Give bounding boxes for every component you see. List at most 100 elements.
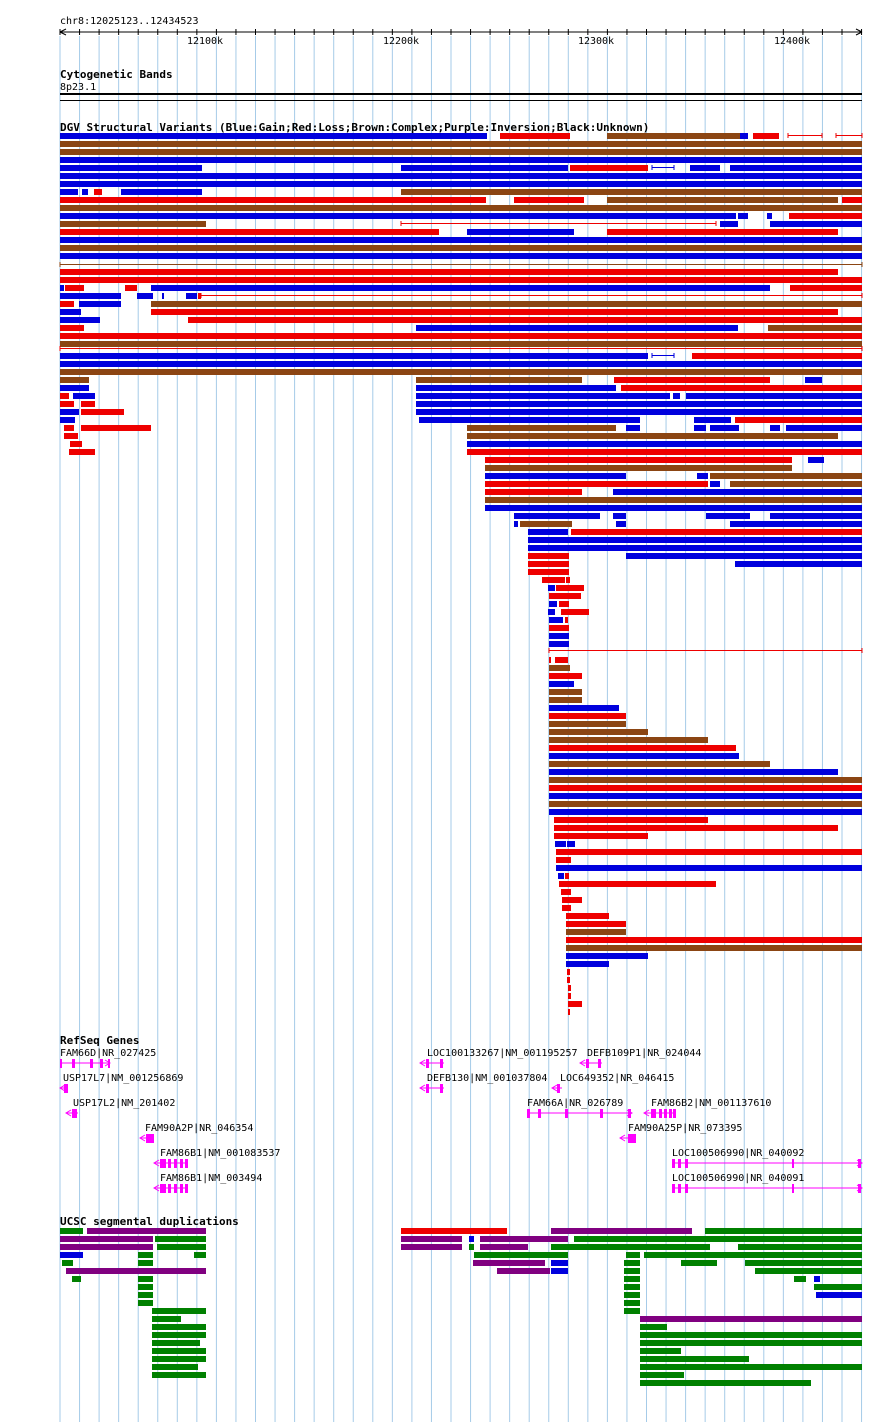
- gene-exon[interactable]: [792, 1184, 794, 1193]
- structural-variant-bar[interactable]: [73, 393, 95, 399]
- structural-variant-bar[interactable]: [710, 481, 720, 487]
- strand-arrow-icon[interactable]: [153, 1184, 160, 1192]
- structural-variant-bar[interactable]: [567, 841, 575, 847]
- structural-variant-bar[interactable]: [60, 285, 64, 291]
- structural-variant-bar[interactable]: [60, 221, 206, 227]
- gene-exon[interactable]: [586, 1059, 589, 1068]
- gene-label[interactable]: LOC100506990|NR_040092: [672, 1148, 804, 1159]
- structural-variant-bar[interactable]: [188, 317, 862, 323]
- gene-label[interactable]: DEFB130|NM_001037804: [427, 1073, 547, 1084]
- structural-variant-bar[interactable]: [710, 425, 739, 431]
- structural-variant-bar[interactable]: [568, 1001, 582, 1007]
- segmental-duplication-bar[interactable]: [87, 1228, 206, 1234]
- structural-variant-bar[interactable]: [467, 433, 838, 439]
- structural-variant-bar[interactable]: [706, 513, 750, 519]
- structural-variant-bar[interactable]: [94, 189, 102, 195]
- segmental-duplication-bar[interactable]: [640, 1364, 862, 1370]
- gene-label[interactable]: FAM66A|NR_026789: [527, 1098, 623, 1109]
- structural-variant-bar[interactable]: [549, 689, 582, 695]
- segmental-duplication-bar[interactable]: [640, 1372, 684, 1378]
- structural-variant-bar[interactable]: [692, 353, 862, 359]
- structural-variant-bar[interactable]: [842, 197, 862, 203]
- structural-variant-bar[interactable]: [60, 229, 439, 235]
- segmental-duplication-bar[interactable]: [152, 1316, 181, 1322]
- structural-variant-bar[interactable]: [60, 341, 626, 347]
- structural-variant-bar[interactable]: [151, 309, 838, 315]
- segmental-duplication-bar[interactable]: [401, 1228, 507, 1234]
- structural-variant-bar[interactable]: [60, 213, 736, 219]
- segmental-duplication-bar[interactable]: [157, 1244, 206, 1250]
- structural-variant-bar[interactable]: [710, 473, 862, 479]
- strand-arrow-icon[interactable]: [59, 1084, 66, 1092]
- segmental-duplication-bar[interactable]: [72, 1276, 81, 1282]
- structural-variant-bar[interactable]: [626, 553, 862, 559]
- structural-variant-bar[interactable]: [730, 481, 862, 487]
- segmental-duplication-bar[interactable]: [624, 1276, 640, 1282]
- gene-exon[interactable]: [180, 1184, 183, 1193]
- segmental-duplication-bar[interactable]: [138, 1252, 153, 1258]
- structural-variant-bar[interactable]: [616, 521, 626, 527]
- segmental-duplication-bar[interactable]: [640, 1316, 862, 1322]
- structural-variant-bar[interactable]: [565, 617, 568, 623]
- structural-variant-bar[interactable]: [566, 945, 862, 951]
- segmental-duplication-bar[interactable]: [497, 1268, 550, 1274]
- structural-variant-bar[interactable]: [485, 465, 792, 471]
- strand-arrow-icon[interactable]: [643, 1109, 650, 1117]
- segmental-duplication-bar[interactable]: [794, 1276, 806, 1282]
- structural-variant-bar[interactable]: [60, 165, 202, 171]
- structural-variant-bar[interactable]: [528, 569, 569, 575]
- structural-variant-bar[interactable]: [416, 401, 862, 407]
- structural-variant-bar[interactable]: [768, 325, 862, 331]
- segmental-duplication-bar[interactable]: [152, 1308, 206, 1314]
- strand-arrow-icon[interactable]: [551, 1084, 558, 1092]
- segmental-duplication-bar[interactable]: [814, 1276, 820, 1282]
- structural-variant-bar[interactable]: [60, 157, 862, 163]
- structural-variant-bar[interactable]: [60, 189, 78, 195]
- structural-variant-bar[interactable]: [416, 325, 738, 331]
- strand-arrow-icon[interactable]: [619, 1134, 626, 1142]
- gene-exon[interactable]: [90, 1059, 93, 1068]
- gene-label[interactable]: FAM66D|NR_027425: [60, 1048, 156, 1059]
- gene-exon[interactable]: [108, 1059, 110, 1068]
- segmental-duplication-bar[interactable]: [624, 1300, 640, 1306]
- structural-variant-bar[interactable]: [767, 213, 772, 219]
- structural-variant-bar[interactable]: [514, 521, 518, 527]
- gene-exon[interactable]: [557, 1084, 560, 1093]
- structural-variant-bar[interactable]: [561, 889, 571, 895]
- structural-variant-bar[interactable]: [60, 181, 862, 187]
- structural-variant-bar[interactable]: [568, 993, 571, 999]
- structural-variant-bar[interactable]: [607, 133, 740, 139]
- segmental-duplication-bar[interactable]: [60, 1244, 153, 1250]
- dgv-features[interactable]: [59, 133, 863, 1015]
- structural-variant-bar[interactable]: [673, 393, 680, 399]
- structural-variant-bar[interactable]: [64, 433, 78, 439]
- structural-variant-bar[interactable]: [60, 173, 862, 179]
- structural-variant-bar[interactable]: [549, 769, 838, 775]
- structural-variant-bar[interactable]: [559, 601, 569, 607]
- structural-variant-bar[interactable]: [613, 513, 626, 519]
- structural-variant-bar[interactable]: [60, 369, 862, 375]
- segmental-duplication-bar[interactable]: [624, 1308, 640, 1314]
- structural-variant-bar[interactable]: [567, 969, 570, 975]
- structural-variant-bar[interactable]: [60, 237, 862, 243]
- structural-variant-bar[interactable]: [549, 785, 862, 791]
- segmental-duplication-bar[interactable]: [745, 1260, 862, 1266]
- structural-variant-bar[interactable]: [60, 409, 79, 415]
- segmental-duplication-bar[interactable]: [738, 1244, 862, 1250]
- structural-variant-bar[interactable]: [549, 745, 736, 751]
- structural-variant-bar[interactable]: [416, 377, 582, 383]
- structural-variant-bar[interactable]: [549, 633, 569, 639]
- structural-variant-bar[interactable]: [60, 353, 648, 359]
- structural-variant-bar[interactable]: [79, 301, 121, 307]
- gene-exon[interactable]: [185, 1159, 188, 1168]
- structural-variant-bar[interactable]: [81, 425, 151, 431]
- gene-exon[interactable]: [598, 1059, 601, 1068]
- structural-variant-bar[interactable]: [790, 285, 862, 291]
- structural-variant-bar[interactable]: [416, 393, 670, 399]
- structural-variant-bar[interactable]: [528, 553, 569, 559]
- segmental-duplication-bar[interactable]: [473, 1260, 545, 1266]
- structural-variant-bar[interactable]: [694, 417, 731, 423]
- segmental-duplication-bar[interactable]: [640, 1324, 667, 1330]
- structural-variant-bar[interactable]: [81, 409, 124, 415]
- gene-label[interactable]: LOC100133267|NM_001195257: [427, 1048, 578, 1059]
